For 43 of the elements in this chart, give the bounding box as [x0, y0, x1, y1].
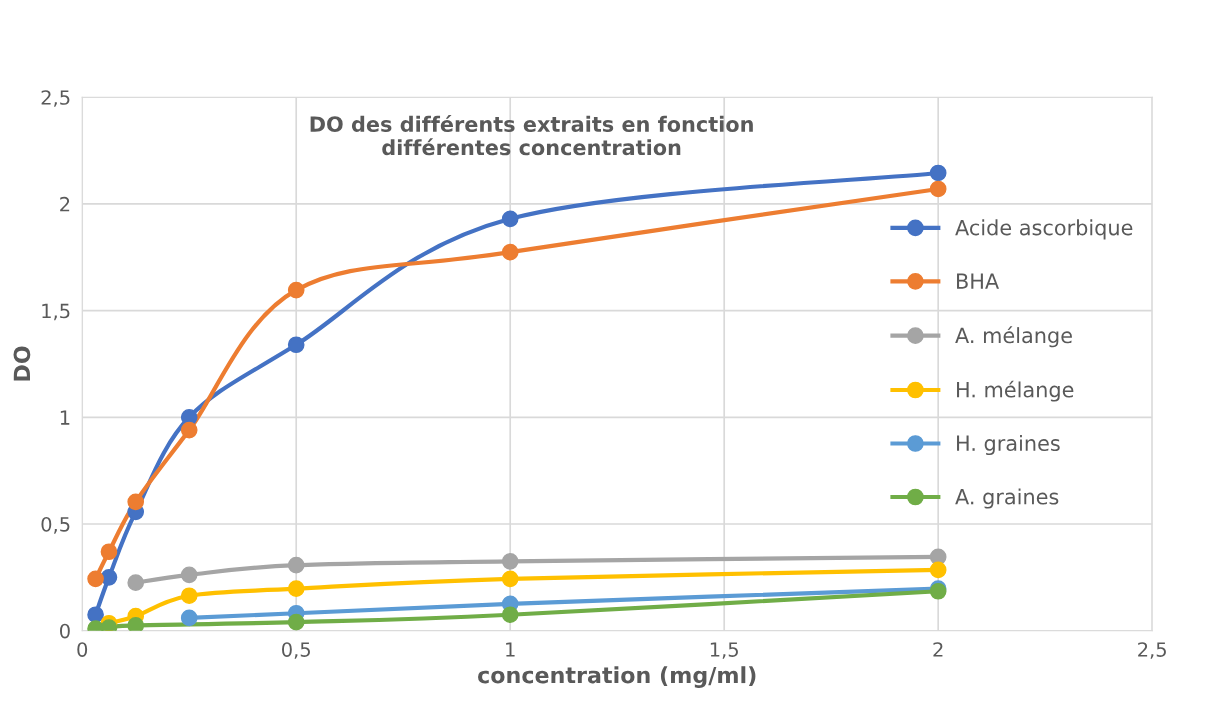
x-tick-label: 0,5: [282, 642, 310, 659]
point: [287, 336, 305, 354]
point: [127, 493, 145, 511]
legend-label: H. mélange: [957, 380, 1074, 402]
point: [127, 574, 145, 592]
legend-label: BHA: [957, 273, 1000, 289]
point: [180, 566, 198, 584]
point: [929, 561, 947, 579]
point: [929, 180, 947, 198]
x-axis-title: concentration (mg/ml): [478, 666, 756, 688]
point: [287, 556, 305, 574]
x-tick-label: 1,5: [710, 642, 738, 659]
point: [287, 613, 305, 631]
y-tick-label: 1,5: [42, 303, 70, 321]
legend-label: H. graines: [957, 434, 1060, 456]
point: [501, 210, 519, 228]
point: [180, 609, 198, 627]
legend-label: A. mélange: [955, 326, 1072, 348]
y-tick-label: 0,5: [41, 516, 70, 534]
point: [127, 617, 145, 631]
text: DO des différents extraits en fonction différentes concentration: [310, 115, 753, 156]
point: [287, 580, 305, 598]
point: [87, 570, 104, 588]
point: [287, 281, 305, 299]
y-tick-label: 0: [60, 623, 70, 639]
point: [501, 570, 519, 588]
x-tick-label: 1: [506, 642, 515, 657]
x-tick-label: 0: [77, 642, 88, 657]
point: [180, 587, 198, 605]
y-tick-label: 1: [60, 410, 70, 425]
point: [929, 164, 947, 182]
y-axis-title: DO: [13, 346, 31, 381]
point: [501, 606, 519, 624]
point: [501, 243, 519, 261]
x-tick-label: 2,5: [1138, 642, 1166, 659]
y-tick-label: 2: [60, 196, 70, 212]
legend-label: Acide ascorbique: [955, 219, 1133, 240]
legend-label: A. graines: [955, 488, 1059, 509]
y-tick-label: 2,5: [41, 90, 70, 107]
x-tick-label: 2: [933, 642, 943, 657]
point: [180, 421, 198, 439]
point: [501, 553, 519, 570]
point: [100, 543, 118, 561]
